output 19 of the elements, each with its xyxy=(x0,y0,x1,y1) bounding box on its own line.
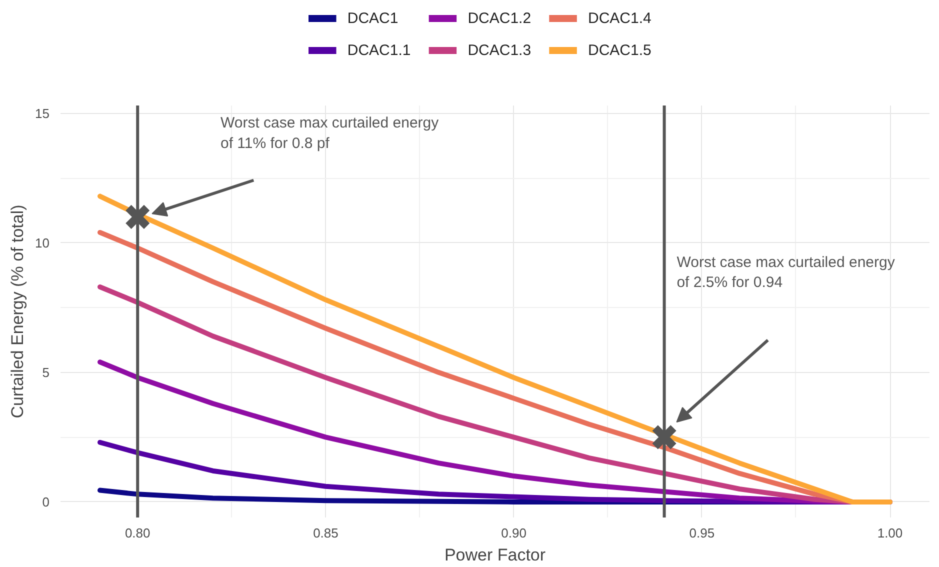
x-tick-label: 0.95 xyxy=(689,526,715,540)
legend-label: DCAC1.4 xyxy=(588,10,652,27)
legend-label: DCAC1.1 xyxy=(347,42,411,59)
y-axis-title: Curtailed Energy (% of total) xyxy=(8,204,28,418)
x-tick-label: 0.80 xyxy=(124,526,150,540)
x-tick-label: 0.90 xyxy=(501,526,526,540)
legend-label: DCAC1.5 xyxy=(588,42,652,59)
legend-label: DCAC1.3 xyxy=(468,42,532,59)
x-tick-label: 0.85 xyxy=(313,526,338,540)
y-tick-label: 15 xyxy=(35,106,50,121)
x-tick-label: 1.00 xyxy=(877,526,903,540)
y-tick-label: 10 xyxy=(35,235,50,250)
x-axis-title: Power Factor xyxy=(444,546,546,564)
legend-label: DCAC1 xyxy=(347,10,398,27)
y-tick-label: 0 xyxy=(42,494,50,510)
annotation: Worst case max curtailed energy of 11% for 0.8 pf xyxy=(220,114,440,152)
legend-label: DCAC1.2 xyxy=(468,10,532,27)
annotation: Worst case max curtailed energy of 2.5% for 0.94 xyxy=(676,254,896,292)
y-tick-label: 5 xyxy=(42,364,50,380)
